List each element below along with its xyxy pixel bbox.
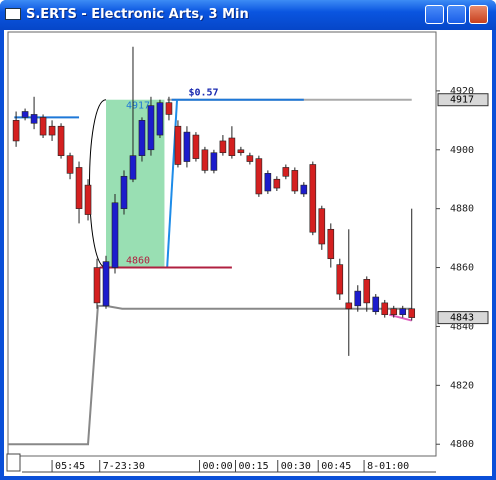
y-tick-label: 4820 [450,380,474,391]
box-bottom-label: 4860 [126,256,150,267]
app-icon [5,8,21,20]
candle-body [183,131,191,162]
price-marker [437,93,489,107]
y-tick-label: 4880 [450,204,474,215]
x-tick-label: 8-01:00 [367,461,409,472]
candle-body [408,308,416,318]
candle-body [318,208,326,245]
candle-body [66,155,74,174]
candle-body [372,296,380,313]
candle-body [336,264,344,295]
minimize-button[interactable] [425,5,444,24]
candle-body [147,105,155,151]
price-marker-label: 4843 [450,313,474,324]
candle-body [381,302,389,315]
annotation: $0.57 [188,88,218,99]
overlay-line [8,304,412,446]
price-marker-label: 4917 [450,95,474,106]
candle-body [129,155,137,180]
y-tick-label: 4900 [450,145,474,156]
candle-body [93,267,101,304]
candle-body [300,184,308,195]
candle-body [57,125,65,156]
candle-body [273,178,281,189]
candle-body [84,184,92,215]
candle-body [237,149,245,154]
candle-body [246,155,254,162]
candle-body [174,125,182,165]
title-bar: S.ERTS - Electronic Arts, 3 Min [0,0,496,30]
candle-body [30,114,38,124]
candle-body [21,111,29,118]
x-tick-label: 05:45 [55,461,85,472]
chart-bg [4,30,492,476]
candle-body [228,137,236,156]
candle-body [327,228,335,260]
candle-body [12,120,20,142]
candle-body [399,308,407,315]
x-tick-label: 7-23:30 [103,461,145,472]
candle-body [102,261,110,307]
candle-body [111,202,119,268]
candle-body [345,302,353,310]
candle-body [165,102,173,115]
x-tick-label: 00:45 [321,461,351,472]
candle-body [210,152,218,171]
candle-body [192,134,200,159]
candle-body [354,290,362,307]
plot-frame [7,31,437,457]
candle-body [363,279,371,304]
chart: 4917 4860 $0.57 4800 4820 4840 4860 4880 4900 492… [4,30,492,476]
y-tick-label: 4860 [450,263,474,274]
candle-body [255,158,263,195]
y-tick-label: 4800 [450,439,474,450]
bracket [89,99,107,269]
overlay-line [388,313,412,322]
candle-body [291,170,299,192]
window-title: S.ERTS - Electronic Arts, 3 Min [26,7,249,22]
candle-body [75,167,83,209]
candle-body [120,175,128,209]
candle-body [156,102,164,136]
x-tick-label: 00:15 [238,461,268,472]
scroll-box[interactable] [6,453,21,472]
candle-body [264,173,272,192]
candle-body [201,149,209,171]
candle-body [219,140,227,154]
candle-body [390,308,398,315]
price-marker [437,311,489,325]
x-tick-label: 00:00 [203,461,233,472]
candle-body [39,117,47,136]
x-tick-label: 00:30 [281,461,311,472]
y-tick-label: 4920 [450,86,474,97]
candle-body [282,167,290,177]
y-tick-label: 4840 [450,321,474,332]
box-top-label: 4917 [126,101,150,112]
candle-body [309,164,317,233]
maximize-button[interactable] [447,5,466,24]
candle-body [138,120,146,156]
close-button[interactable] [469,5,488,24]
candle-body [48,125,56,136]
